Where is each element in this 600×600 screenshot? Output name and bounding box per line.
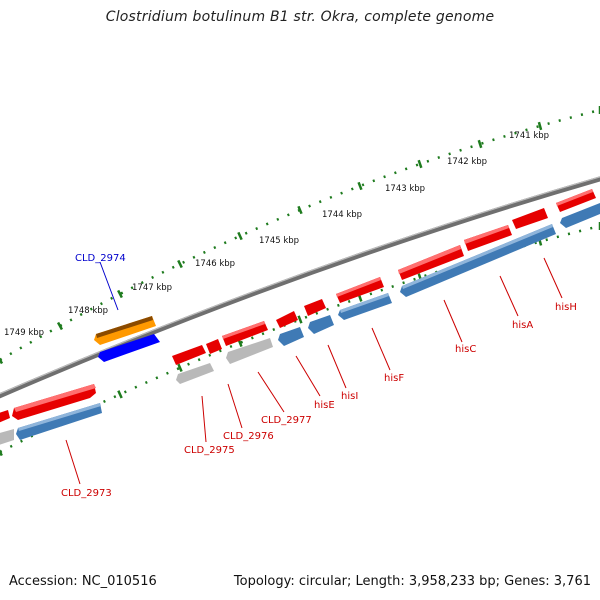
cds-feature[interactable] <box>338 293 392 320</box>
major-tick <box>417 159 423 169</box>
major-tick <box>237 231 243 241</box>
genome-backbone <box>0 176 600 399</box>
gene-label-hisi: hisI <box>341 391 358 402</box>
gene-label-hisf: hisF <box>384 373 404 384</box>
scale-label-1746: 1746 kbp <box>195 259 235 269</box>
outer-major-ticks <box>0 106 600 365</box>
major-tick <box>117 289 123 299</box>
cds-feature[interactable] <box>222 321 268 346</box>
forward-strand-features <box>0 189 596 424</box>
cds-feature[interactable] <box>304 299 326 316</box>
reverse-strand-features <box>0 203 600 446</box>
major-tick <box>0 357 4 365</box>
scale-label-1748: 1748 kbp <box>68 306 108 316</box>
major-tick <box>297 315 303 324</box>
cds-feature[interactable] <box>0 429 14 446</box>
major-tick <box>477 139 483 149</box>
gene-label-hisc: hisC <box>455 344 476 355</box>
major-tick <box>297 205 303 215</box>
cds-feature[interactable] <box>0 410 10 424</box>
scale-label-1741: 1741 kbp <box>509 131 549 141</box>
major-tick <box>357 181 363 191</box>
scale-labels: 1741 kbp 1742 kbp 1743 kbp 1744 kbp 1745… <box>4 131 549 338</box>
scale-label-1744: 1744 kbp <box>322 210 362 220</box>
scale-label-1742: 1742 kbp <box>447 157 487 167</box>
gene-label-cld-2973: CLD_2973 <box>61 488 112 499</box>
gene-label-cld-2975: CLD_2975 <box>184 445 235 456</box>
cds-feature-hisC-blue[interactable] <box>400 224 556 297</box>
cds-feature[interactable] <box>464 225 512 251</box>
scale-label-1745: 1745 kbp <box>259 236 299 246</box>
gene-label-hise: hisE <box>314 400 335 411</box>
major-tick <box>177 259 183 269</box>
gene-label-hish: hisH <box>555 302 577 313</box>
cds-feature-navy[interactable] <box>98 334 160 362</box>
outer-tick-ring <box>0 108 600 362</box>
cds-feature[interactable] <box>278 327 304 346</box>
gene-label-cld-2974: CLD_2974 <box>75 253 126 264</box>
major-tick <box>117 390 123 399</box>
gene-labels: CLD_2974 CLD_2973 CLD_2975 CLD_2976 CLD_… <box>61 253 577 499</box>
cds-feature[interactable] <box>336 277 384 303</box>
major-tick <box>0 449 3 457</box>
accession-text: Accession: NC_010516 <box>9 574 157 589</box>
cds-feature[interactable] <box>556 189 596 212</box>
cds-feature[interactable] <box>560 203 600 228</box>
leader-lines <box>65 257 563 485</box>
genome-summary-text: Topology: circular; Length: 3,958,233 bp… <box>233 574 591 589</box>
scale-label-1747: 1747 kbp <box>132 283 172 293</box>
scale-label-1743: 1743 kbp <box>385 184 425 194</box>
cld-2974-features <box>94 316 160 362</box>
gene-label-hisa: hisA <box>512 320 533 331</box>
cds-feature[interactable] <box>206 339 222 354</box>
genome-title: Clostridium botulinum B1 str. Okra, comp… <box>105 9 495 25</box>
gene-label-cld-2976: CLD_2976 <box>223 431 274 442</box>
cds-feature[interactable] <box>176 363 214 384</box>
gene-label-cld-2977: CLD_2977 <box>261 415 312 426</box>
major-tick <box>56 321 64 331</box>
major-tick <box>177 363 183 372</box>
scale-label-1749: 1749 kbp <box>4 328 44 338</box>
cds-feature[interactable] <box>308 315 334 334</box>
major-tick <box>537 121 543 131</box>
cds-feature[interactable] <box>172 345 206 365</box>
cds-feature[interactable] <box>226 338 273 364</box>
cds-feature[interactable] <box>276 311 298 328</box>
cds-feature[interactable] <box>512 208 548 229</box>
